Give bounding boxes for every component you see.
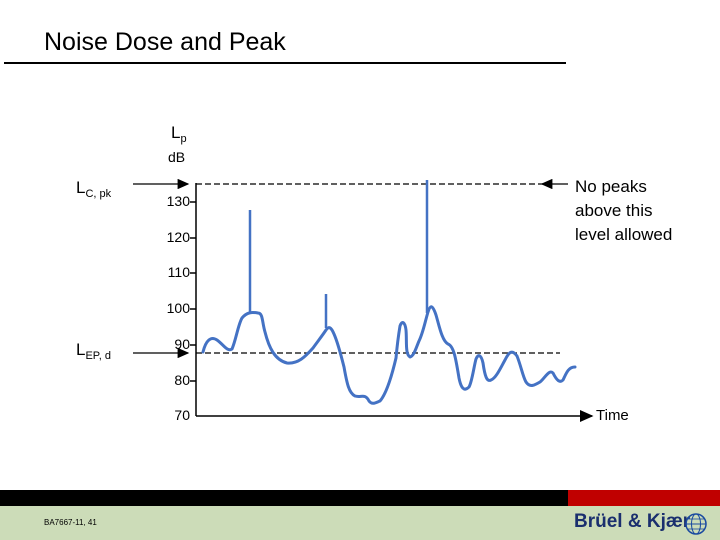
note-line-3: level allowed	[575, 225, 673, 244]
tick-label-100: 100	[166, 300, 190, 316]
tick-label-80: 80	[174, 372, 190, 388]
brand-logo-text: Brüel & Kjær	[574, 511, 691, 532]
y-axis-unit: dB	[168, 149, 186, 165]
brand-globe-icon	[685, 513, 707, 535]
tick-label-130: 130	[166, 193, 190, 209]
tick-label-70: 70	[174, 407, 190, 423]
peak-level-label: LC, pk	[76, 178, 112, 200]
peak-limit-note: No peaks above this level allowed	[575, 175, 715, 247]
footer-bar	[0, 490, 720, 506]
dose-level-label: LEP, d	[76, 340, 111, 362]
y-axis-label: Lp	[171, 123, 187, 145]
note-line-1: No peaks	[575, 177, 647, 196]
slide-code: BA7667-11, 41	[44, 518, 97, 527]
title-underline	[4, 62, 566, 64]
slide-title: Noise Dose and Peak	[44, 28, 286, 56]
tick-label-120: 120	[166, 229, 190, 245]
footer-band	[0, 506, 720, 540]
noise-level-trace	[201, 305, 577, 405]
tick-label-110: 110	[167, 264, 190, 280]
footer-red-segment	[568, 490, 720, 506]
note-line-2: above this	[575, 201, 653, 220]
x-axis-label: Time	[596, 407, 629, 424]
